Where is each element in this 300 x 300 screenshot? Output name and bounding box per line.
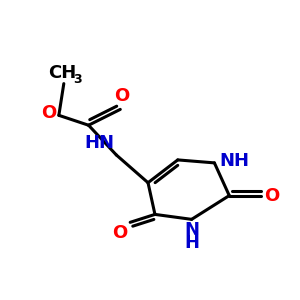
Text: H: H (184, 234, 199, 252)
Text: O: O (114, 87, 129, 105)
Text: O: O (40, 104, 56, 122)
Text: O: O (264, 187, 279, 205)
Text: HN: HN (84, 134, 114, 152)
Text: O: O (112, 224, 127, 242)
Text: 3: 3 (73, 73, 81, 85)
Text: CH: CH (48, 64, 76, 82)
Text: NH: NH (219, 152, 249, 170)
Text: N: N (184, 221, 199, 239)
